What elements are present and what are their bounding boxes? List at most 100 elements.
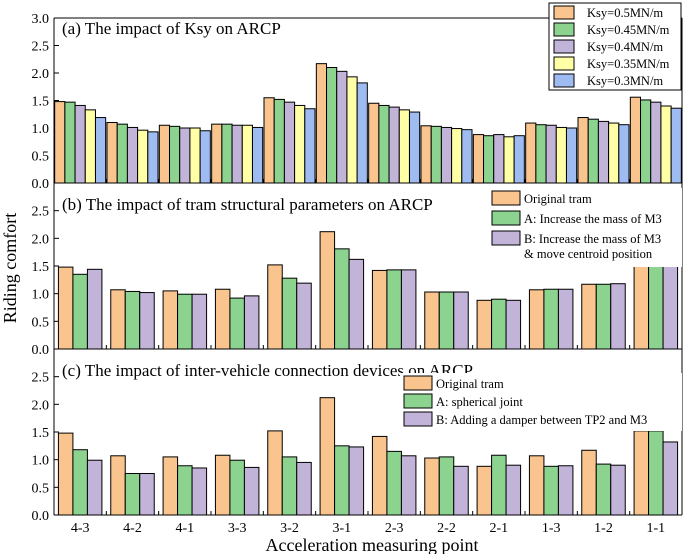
bar-b-4-1-series-3 <box>191 293 208 350</box>
bar-a-4-3-series-5 <box>94 117 107 184</box>
bar-a-3-1-series-2 <box>326 67 338 184</box>
panel-a-ytick-label: 1.0 <box>32 122 50 137</box>
bar-a-1-2-series-1 <box>577 117 589 184</box>
legend-c-swatch-1 <box>403 375 433 391</box>
legend-b-label-1: Original tram <box>524 192 592 206</box>
bar-c-4-3-series-3 <box>86 459 103 516</box>
bar-c-2-2-series-2 <box>438 456 455 516</box>
bar-a-2-3-series-2 <box>378 104 390 184</box>
bar-a-4-2-series-3 <box>126 126 139 184</box>
panel-b: (b) The impact of tram structural parame… <box>32 183 683 358</box>
panel-a: (a) The impact of Ksy on ARCP 0.0 0.5 1.0 1… <box>32 2 683 192</box>
legend-b-label-2: A: Increase the mass of M3 <box>524 212 662 226</box>
bar-a-2-3-series-5 <box>408 111 421 184</box>
panel-a-title: (a) The impact of Ksy on ARCP <box>62 19 281 38</box>
bar-a-4-3-series-2 <box>64 101 76 184</box>
bar-c-2-3-series-3 <box>400 455 417 516</box>
bar-b-1-3-series-3 <box>557 288 574 350</box>
x-category-label: 2-1 <box>489 521 508 536</box>
legend-c-swatch-2 <box>403 393 433 409</box>
legend-c-label-3: B: Adding a damper between TP2 and M3 <box>436 413 647 427</box>
y-axis-label: Riding comfort <box>0 213 20 324</box>
bar-b-4-3-series-2 <box>72 273 88 350</box>
bar-c-4-1-series-2 <box>177 465 193 516</box>
x-category-label: 4-3 <box>71 521 90 536</box>
bar-a-4-2-series-1 <box>106 122 118 184</box>
bar-b-1-1-series-2 <box>648 264 664 350</box>
bar-c-2-2-series-3 <box>453 465 469 516</box>
bar-c-3-2-series-2 <box>281 456 298 516</box>
x-category-label: 1-3 <box>542 521 561 536</box>
bar-a-3-3-series-4 <box>241 124 253 184</box>
bar-c-1-3-series-3 <box>557 465 574 516</box>
bar-c-3-2-series-1 <box>267 430 283 516</box>
bar-c-1-2-series-3 <box>610 464 626 516</box>
bar-a-2-2-series-5 <box>461 129 473 184</box>
panel-a-ytick-label: 2.5 <box>32 40 50 55</box>
bar-a-4-1-series-2 <box>169 125 181 184</box>
bar-b-1-2-series-3 <box>610 283 626 350</box>
bar-a-3-2-series-2 <box>273 98 285 184</box>
bar-c-3-3-series-1 <box>214 454 231 516</box>
bar-c-3-2-series-3 <box>296 461 312 516</box>
bar-b-1-3-series-1 <box>528 289 545 350</box>
legend-a-swatch-5 <box>553 73 575 88</box>
bar-b-4-3-series-3 <box>86 268 103 350</box>
bar-c-2-2-series-1 <box>424 457 440 516</box>
bar-c-2-1-series-2 <box>491 454 507 516</box>
panel-b-ytick-label: 2.5 <box>32 205 50 220</box>
bar-b-4-3-series-1 <box>57 266 74 350</box>
panel-c-ytick-label: 1.0 <box>32 454 50 469</box>
bar-a-4-3-series-3 <box>74 104 86 184</box>
bar-a-1-2-series-2 <box>587 118 599 184</box>
bar-b-1-3-series-2 <box>543 288 559 350</box>
bar-a-2-1-series-1 <box>472 134 485 184</box>
bar-b-3-1-series-2 <box>334 248 350 350</box>
bar-b-3-2-series-1 <box>267 264 283 350</box>
legend-a-swatch-1 <box>553 5 575 20</box>
x-category-label: 4-1 <box>175 521 194 536</box>
panel-a-ytick-label: 3.0 <box>32 12 50 27</box>
panel-c-ytick-label: 1.5 <box>32 426 50 441</box>
bar-a-4-1-series-1 <box>158 124 171 184</box>
bar-a-4-2-series-4 <box>137 129 149 184</box>
bar-a-3-3-series-1 <box>211 123 223 184</box>
panel-c: (c) The impact of inter-vehicle connecti… <box>32 349 683 536</box>
bar-b-3-2-series-2 <box>281 277 298 350</box>
bar-b-2-3-series-3 <box>400 269 417 350</box>
bar-a-2-3-series-4 <box>398 109 410 184</box>
bar-a-3-2-series-4 <box>294 104 306 184</box>
bar-a-1-3-series-4 <box>555 126 567 184</box>
bar-a-3-2-series-5 <box>304 108 316 184</box>
bar-a-3-1-series-3 <box>336 70 348 184</box>
panel-c-title: (c) The impact of inter-vehicle connecti… <box>62 361 473 380</box>
panel-a-ytick-label: 1.5 <box>32 95 50 110</box>
bar-c-4-1-series-1 <box>162 456 179 516</box>
bar-c-4-2-series-1 <box>110 455 126 516</box>
panel-c-ytick-label: 0.5 <box>32 481 50 496</box>
legend-c-swatch-3 <box>403 411 433 427</box>
bar-a-4-1-series-5 <box>199 130 211 184</box>
x-category-label: 4-2 <box>123 521 142 536</box>
x-axis-label: Acceleration measuring point <box>266 535 479 554</box>
bar-a-2-2-series-3 <box>440 126 453 184</box>
bar-a-1-3-series-3 <box>545 124 557 184</box>
bar-b-4-1-series-1 <box>162 290 179 350</box>
legend-a-swatch-3 <box>553 39 575 54</box>
bar-b-4-2-series-1 <box>110 289 126 350</box>
bar-b-2-1-series-1 <box>476 299 493 350</box>
bar-c-1-1-series-1 <box>633 430 650 516</box>
panel-a-ytick-label: 0.5 <box>32 150 50 165</box>
bar-b-2-2-series-3 <box>453 291 469 350</box>
bar-a-4-2-series-2 <box>116 123 128 184</box>
panel-b-title: (b) The impact of tram structural parame… <box>62 195 433 214</box>
bar-a-1-2-series-4 <box>608 122 620 184</box>
bar-c-1-2-series-1 <box>581 449 597 516</box>
bar-b-2-3-series-2 <box>386 269 402 350</box>
legend-a-swatch-4 <box>553 56 575 71</box>
x-category-label: 3-3 <box>228 521 247 536</box>
bar-a-4-1-series-4 <box>189 127 201 184</box>
bar-a-4-1-series-3 <box>179 127 191 184</box>
bar-b-3-3-series-3 <box>243 295 260 350</box>
x-category-label: 3-1 <box>332 521 351 536</box>
